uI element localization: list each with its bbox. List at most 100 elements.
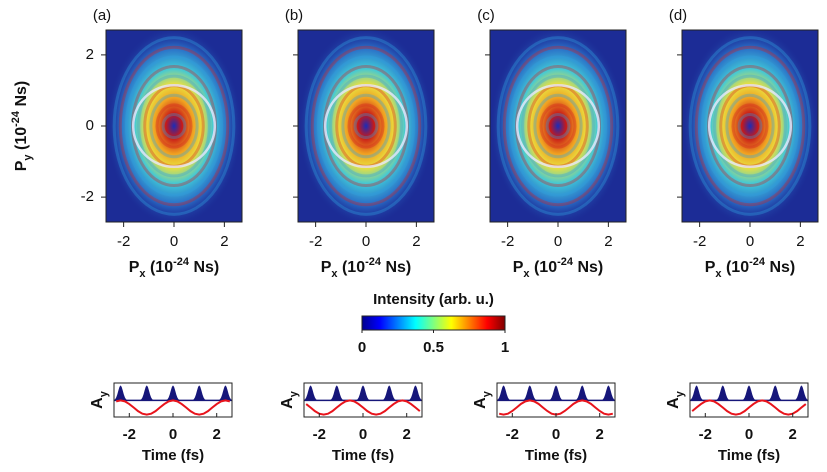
pulse [136, 385, 157, 401]
ring [131, 83, 217, 169]
colorbar-tick-label: 0.5 [423, 339, 444, 356]
label-part: x [331, 268, 338, 280]
x-tick-label: 0 [170, 233, 178, 250]
x-tick-label: 2 [220, 233, 228, 250]
field-line [305, 399, 421, 416]
x-tick-label: 2 [403, 426, 411, 443]
field-line [498, 399, 614, 416]
panel-label: (d) [669, 7, 687, 24]
colorbar-tick-label: 1 [501, 339, 509, 356]
heatmap-image [298, 30, 434, 222]
label-part: x [523, 268, 530, 280]
label-part: A [279, 397, 296, 409]
x-axis-title: Time (fs) [525, 447, 587, 464]
fringe [310, 45, 422, 207]
label-part: x [139, 268, 146, 280]
fringe [353, 112, 379, 140]
x-tick-label: 2 [604, 233, 612, 250]
y-tick-label: -2 [81, 188, 94, 205]
label-part: A [665, 397, 682, 409]
heatmap-image [490, 30, 626, 222]
label-part: -24 [10, 110, 22, 127]
x-tick-label: -2 [693, 233, 706, 250]
field-line [115, 399, 231, 416]
axis-title: Px (10-24 Ns) [129, 256, 220, 280]
label-part: -24 [749, 256, 766, 268]
plot-area [304, 385, 422, 416]
y-tick-label: 0 [86, 117, 94, 134]
x-tick-label: 0 [554, 233, 562, 250]
y-tick-label: 2 [86, 46, 94, 63]
pulse [405, 385, 422, 401]
label-part: Ns) [13, 81, 30, 111]
label-part: Ns) [381, 259, 411, 276]
label-part: (10 [338, 259, 366, 276]
fringe [304, 36, 428, 216]
fringe [539, 103, 577, 149]
pulse [326, 385, 347, 401]
x-tick-label: 2 [213, 426, 221, 443]
heatmap-image [682, 30, 818, 222]
x-tick-label: 0 [745, 426, 753, 443]
label-part: (10 [722, 259, 750, 276]
x-tick-label: -2 [699, 426, 712, 443]
x-axis-title: Time (fs) [332, 447, 394, 464]
ring [515, 83, 601, 169]
pulse [163, 385, 183, 401]
fringe [700, 55, 800, 197]
label-part: y [22, 154, 34, 161]
heatmap-glow [682, 30, 818, 222]
plot-area [497, 385, 615, 416]
panel-label: (a) [93, 7, 111, 24]
axis-title: Ay [665, 390, 686, 409]
panel-label: (b) [285, 7, 303, 24]
label-part: y [98, 390, 110, 397]
pulse [690, 385, 707, 401]
pulse [215, 385, 232, 401]
x-tick-label: -2 [506, 426, 519, 443]
axis-title: Ay [472, 390, 493, 409]
fringe [316, 55, 416, 197]
fringe [112, 36, 236, 216]
pulse [497, 385, 514, 401]
label-part: -24 [557, 256, 574, 268]
label-part: y [288, 390, 300, 397]
panel-label: (c) [477, 7, 495, 24]
fringe [533, 93, 583, 159]
axis-title: Py (10-24 Ns) [10, 81, 34, 172]
fringe [545, 112, 571, 140]
pulse [739, 385, 759, 401]
fringe [713, 74, 787, 178]
x-tick-label: 0 [359, 426, 367, 443]
heatmap-glow [298, 30, 434, 222]
label-part: y [674, 390, 686, 397]
plot-area [690, 385, 808, 416]
fringe [161, 112, 187, 140]
pulse [379, 385, 400, 401]
pulse [304, 385, 321, 401]
fringe [118, 45, 230, 207]
heatmap-image [106, 30, 242, 222]
x-tick-label: -2 [501, 233, 514, 250]
label-part: P [129, 259, 140, 276]
x-tick-label: -2 [117, 233, 130, 250]
ring [323, 83, 409, 169]
label-part: P [13, 160, 30, 171]
label-part: -24 [173, 256, 190, 268]
fringe [149, 93, 199, 159]
x-tick-label: -2 [313, 426, 326, 443]
x-tick-label: 0 [552, 426, 560, 443]
x-tick-label: 2 [789, 426, 797, 443]
label-part: (10 [146, 259, 174, 276]
fringe [329, 74, 403, 178]
pulse [572, 385, 593, 401]
ring [707, 83, 793, 169]
heatmap-glow [490, 30, 626, 222]
x-tick-label: 2 [596, 426, 604, 443]
fringe [731, 103, 769, 149]
heatmap-glow [106, 30, 242, 222]
axis-title: Px (10-24 Ns) [321, 256, 412, 280]
label-part: (10 [530, 259, 558, 276]
axis-title: Px (10-24 Ns) [513, 256, 604, 280]
